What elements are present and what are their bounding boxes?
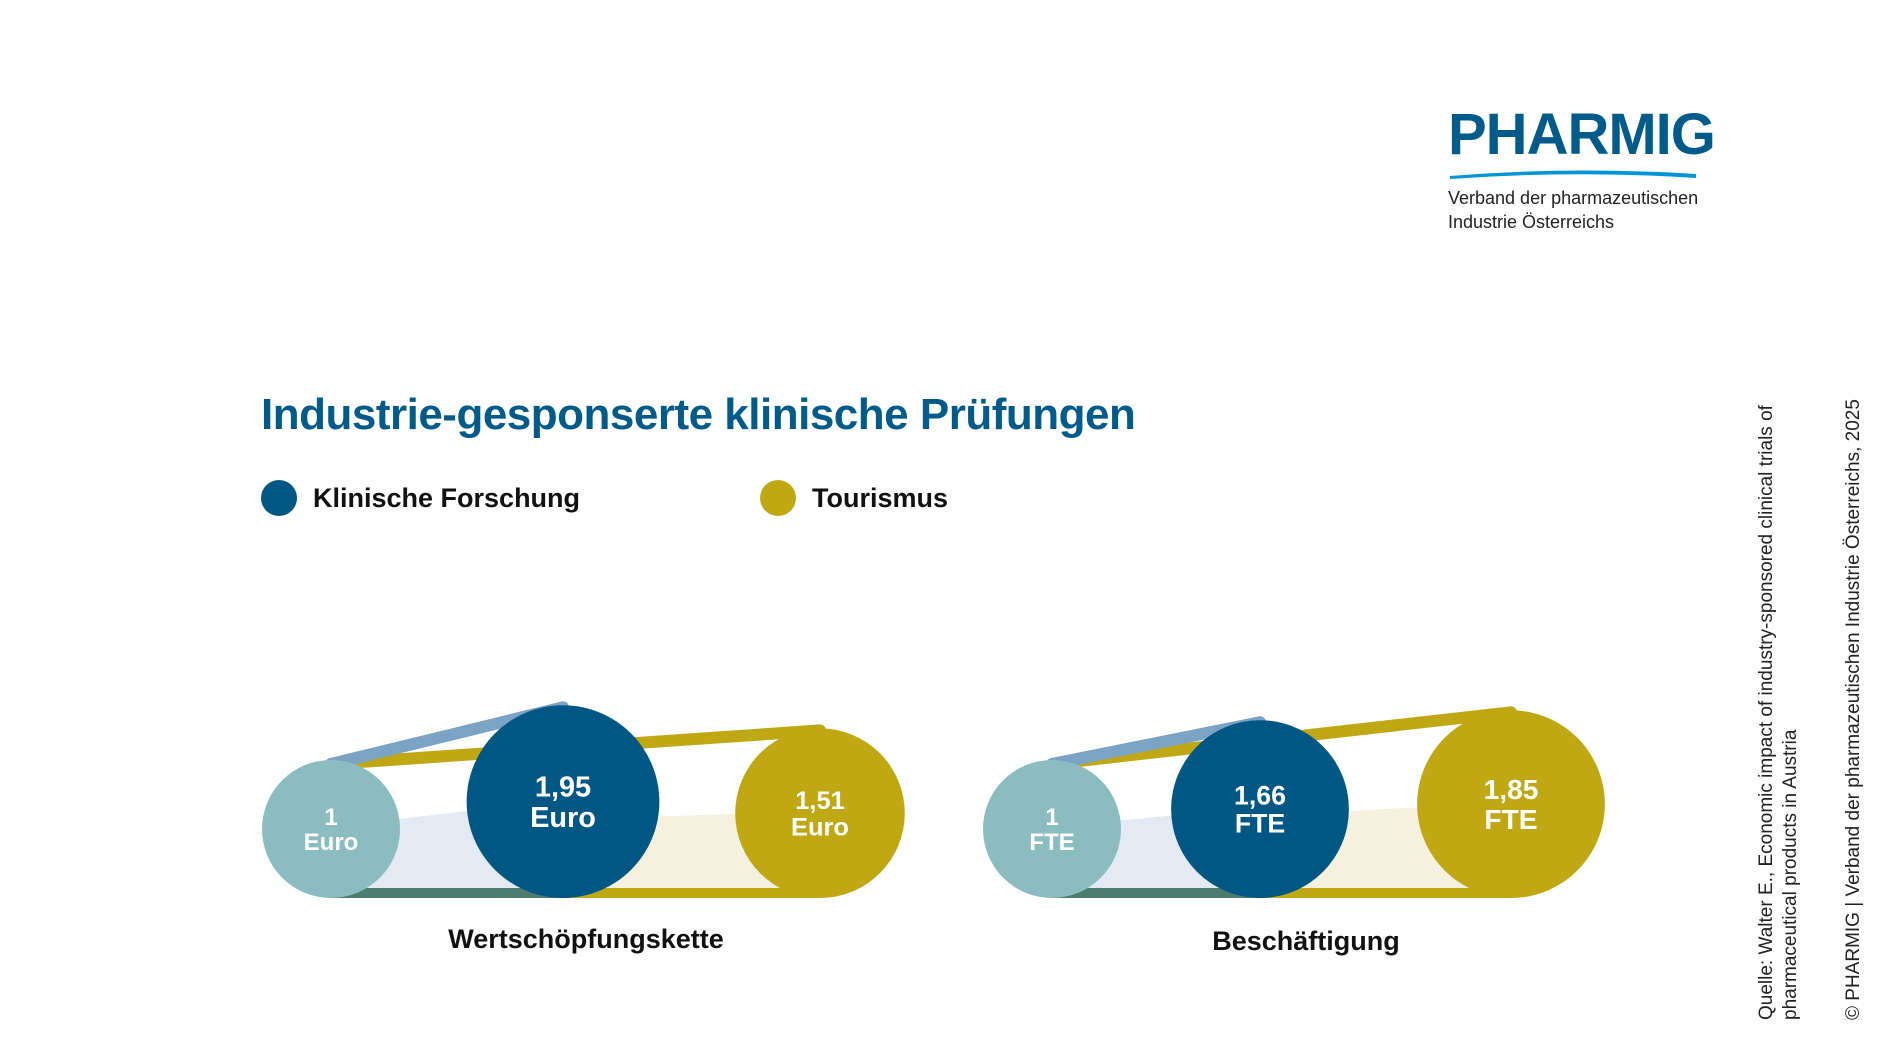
group-1-base-bubble-value-label: 1 (324, 804, 337, 831)
group-2-base-line-clinical (1052, 888, 1260, 898)
group-2-base-bubble-unit-label: FTE (1029, 829, 1074, 856)
logo-subtitle-line1: Verband der pharmazeutischen (1448, 188, 1699, 208)
group-1-clinical-bubble-unit-label: Euro (530, 802, 596, 834)
legend-swatch-tourism (760, 480, 796, 516)
group-1-tourism-bubble-value-label: 1,51 (795, 787, 844, 815)
group-2-clinical-bubble-value-label: 1,66 (1234, 780, 1286, 810)
source-note: Quelle: Walter E., Economic impact of in… (1755, 405, 1803, 1020)
group-label-wertschoepfung: Wertschöpfungskette (448, 924, 724, 954)
source-line2: pharmaceutical products in Austria (1780, 729, 1801, 1020)
copyright-note: © PHARMIG | Verband der pharmazeutischen… (1843, 399, 1864, 1020)
group-2-tourism-bubble-circle (1417, 710, 1605, 898)
legend-label-tourism: Tourismus (812, 482, 949, 513)
source-line1: Quelle: Walter E., Economic impact of in… (1756, 405, 1777, 1020)
legend-item-tourism: Tourismus (760, 480, 948, 516)
group-1-base-bubble-circle (262, 760, 400, 898)
group-label-beschaeftigung: Beschäftigung (1212, 926, 1400, 956)
pharmig-logo: PHARMIG Verband der pharmazeutischen Ind… (1448, 102, 1716, 234)
group-2-base-bubble-value-label: 1 (1045, 804, 1058, 831)
chart-title: Industrie-gesponserte klinische Prüfunge… (261, 390, 1136, 439)
group-2-clinical-bubble-circle (1171, 720, 1349, 898)
legend-swatch-clinical (261, 480, 297, 516)
group-1-base-line-clinical (331, 888, 563, 898)
group-1-base-bubble-unit-label: Euro (304, 829, 359, 856)
group-1-clinical-bubble-circle (466, 705, 660, 898)
group-1-tourism-bubble-unit-label: Euro (791, 813, 849, 841)
legend-item-clinical: Klinische Forschung (261, 480, 580, 516)
logo-swoosh-icon (1450, 170, 1696, 179)
group-2-tourism-bubble-value-label: 1,85 (1484, 774, 1539, 805)
group-1-tourism-bubble-circle (735, 728, 905, 898)
group-1-clinical-bubble-value-label: 1,95 (535, 772, 591, 804)
legend-label-clinical: Klinische Forschung (313, 482, 581, 513)
logo-subtitle-line2: Industrie Österreichs (1448, 212, 1615, 232)
group-2-tourism-bubble-unit-label: FTE (1484, 804, 1537, 835)
group-2-base-bubble-circle (983, 760, 1121, 898)
group-2-clinical-bubble-unit-label: FTE (1235, 808, 1285, 838)
logo-wordmark: PHARMIG (1448, 102, 1716, 167)
